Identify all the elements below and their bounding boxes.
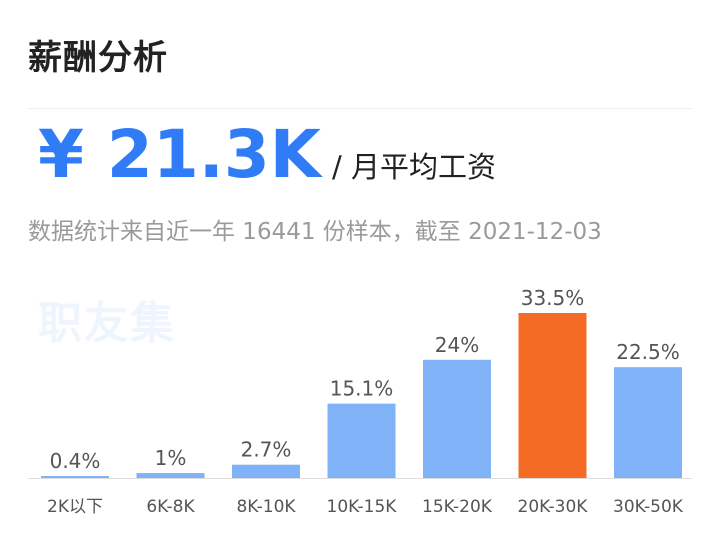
data-label: 0.4% xyxy=(50,449,101,473)
bar xyxy=(232,464,300,478)
x-tick-label: 10K-15K xyxy=(327,497,398,517)
bar xyxy=(136,473,205,478)
data-label: 24% xyxy=(435,333,479,357)
x-tick-label: 15K-20K xyxy=(422,497,493,517)
bar xyxy=(518,313,587,478)
x-tick-label: 8K-10K xyxy=(236,497,296,517)
bar xyxy=(423,359,491,478)
x-tick-label: 2K以下 xyxy=(47,497,103,517)
data-label: 22.5% xyxy=(616,340,680,364)
page-title: 薪酬分析 xyxy=(28,38,168,78)
average-salary: ¥ 21.3K / 月平均工资 xyxy=(38,116,496,196)
bar xyxy=(614,367,682,478)
x-tick-label: 30K-50K xyxy=(613,497,684,517)
salary-distribution-chart: 0.4% 2K以下 1% 6K-8K 2.7% 8K-10K 15.1% 10K-15K 24%… xyxy=(28,286,692,517)
data-label: 15.1% xyxy=(330,377,394,401)
bar xyxy=(41,476,109,478)
x-tick-label: 20K-30K xyxy=(518,497,589,517)
average-salary-value: ¥ 21.3K xyxy=(38,116,321,193)
watermark-logo: 职友集 xyxy=(38,298,176,349)
average-salary-unit: / 月平均工资 xyxy=(331,150,496,184)
data-label: 33.5% xyxy=(521,286,585,310)
x-tick-label: 6K-8K xyxy=(146,497,195,517)
data-label: 1% xyxy=(155,446,187,470)
sample-note: 数据统计来自近一年 16441 份样本，截至 2021-12-03 xyxy=(28,219,602,245)
data-label: 2.7% xyxy=(241,438,292,462)
divider xyxy=(28,108,692,109)
bar xyxy=(327,403,396,478)
